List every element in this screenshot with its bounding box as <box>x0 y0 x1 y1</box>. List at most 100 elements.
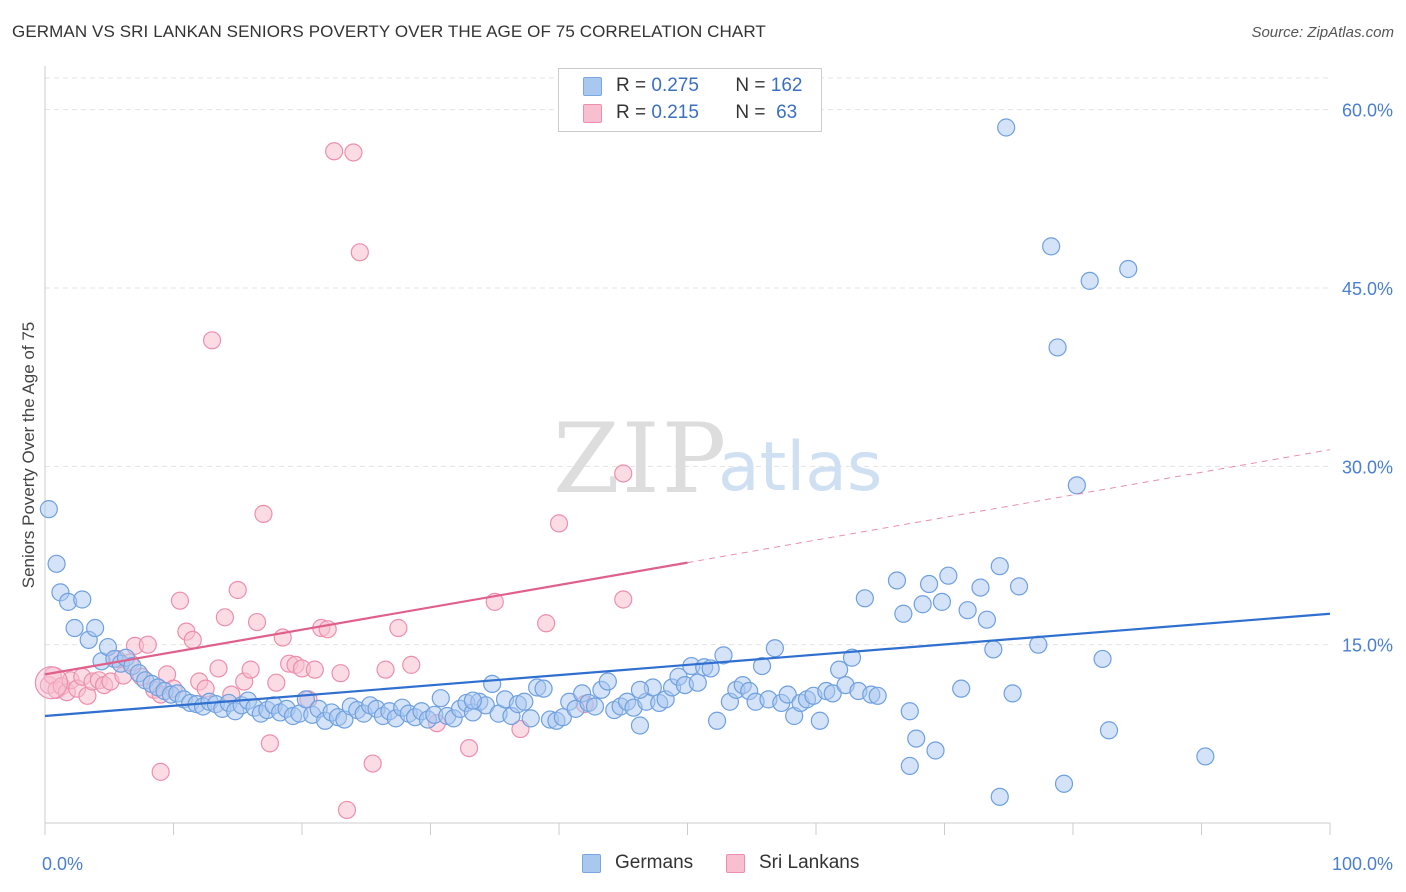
data-point-germans <box>952 679 971 698</box>
watermark: ZIP atlas <box>553 403 882 515</box>
y-tick-label: 45.0% <box>1342 279 1393 299</box>
y-tick-label: 15.0% <box>1342 636 1393 656</box>
data-point-germans <box>990 557 1009 576</box>
legend-r-label: R = <box>616 102 647 123</box>
data-point-germans <box>868 686 887 705</box>
data-point-germans <box>630 680 650 699</box>
data-point-sri-lankans <box>183 630 202 650</box>
data-point-sri-lankans <box>151 762 170 781</box>
data-point-germans <box>926 741 945 760</box>
legend-n-value: 162 <box>770 75 803 96</box>
data-point-sri-lankans <box>389 618 408 638</box>
data-point-germans <box>47 554 66 573</box>
data-point-germans <box>958 601 977 620</box>
data-point-germans <box>1099 721 1119 740</box>
legend-swatch-sri-lankans <box>726 853 745 873</box>
data-point-sri-lankans <box>267 673 286 692</box>
data-point-sri-lankans <box>537 614 556 633</box>
data-point-germans <box>463 691 483 710</box>
data-point-germans <box>823 684 842 703</box>
data-point-sri-lankans <box>325 142 344 161</box>
data-point-germans <box>778 685 797 704</box>
data-point-germans <box>900 756 919 776</box>
data-point-germans <box>1093 649 1112 669</box>
chart-title: GERMAN VS SRI LANKAN SENIORS POVERTY OVE… <box>12 22 766 41</box>
data-point-germans <box>585 697 605 716</box>
data-point-germans <box>515 692 534 711</box>
data-point-sri-lankans <box>260 734 279 753</box>
data-point-sri-lankans <box>241 660 260 679</box>
data-point-germans <box>830 660 849 679</box>
data-point-germans <box>521 709 540 728</box>
correlation-legend: R = 0.275 N = 162 R = 0.215 N = 63 <box>558 68 822 132</box>
data-point-sri-lankans <box>34 666 69 700</box>
x-tick-label: 0.0% <box>42 854 83 874</box>
data-point-germans <box>894 604 913 623</box>
legend-item-sri-lankans[interactable]: Sri Lankans <box>726 852 859 874</box>
data-point-germans <box>73 590 92 609</box>
data-point-germans <box>1119 259 1138 279</box>
legend-r-label: R = <box>616 75 647 96</box>
data-point-germans <box>688 673 707 692</box>
legend-label-germans: Germans <box>615 852 694 873</box>
data-point-germans <box>765 639 784 658</box>
legend-row-germans: R = 0.275 N = 162 <box>583 74 802 98</box>
data-point-sri-lankans <box>614 590 633 609</box>
watermark-atlas: atlas <box>718 428 882 507</box>
data-point-germans <box>1196 747 1215 766</box>
trend-line-sri-lankans <box>44 561 688 676</box>
data-point-germans <box>900 702 919 721</box>
data-point-germans <box>1042 237 1061 256</box>
data-point-germans <box>1009 577 1029 596</box>
data-point-germans <box>907 729 926 748</box>
data-point-germans <box>483 674 502 694</box>
legend-swatch-germans <box>582 853 601 873</box>
data-point-sri-lankans <box>228 580 247 600</box>
data-point-germans <box>810 711 829 730</box>
legend-item-germans[interactable]: Germans <box>582 852 693 874</box>
legend-row-sri-lankans: R = 0.215 N = 63 <box>583 101 797 125</box>
data-point-sri-lankans <box>344 143 363 162</box>
data-point-germans <box>887 571 907 590</box>
data-point-germans <box>855 589 874 608</box>
data-point-germans <box>598 672 617 691</box>
data-point-germans <box>1029 635 1048 654</box>
data-point-sri-lankans <box>331 664 350 683</box>
data-point-sri-lankans <box>337 800 357 820</box>
y-tick-label: 30.0% <box>1342 457 1393 477</box>
trend-lines <box>44 449 1331 718</box>
data-point-germans <box>1003 684 1022 703</box>
data-point-sri-lankans <box>549 514 569 533</box>
data-point-sri-lankans <box>138 635 157 654</box>
data-point-sri-lankans <box>215 608 234 627</box>
legend-n-label: N = <box>735 75 766 96</box>
legend-r-value: 0.215 <box>651 102 699 123</box>
data-point-sri-lankans <box>247 612 267 632</box>
data-point-germans <box>1067 476 1086 495</box>
data-point-germans <box>984 640 1003 659</box>
grid-lines <box>45 77 1330 646</box>
data-point-germans <box>707 711 727 730</box>
data-point-germans <box>1054 774 1074 793</box>
tick-labels: 15.0% 30.0% 45.0% 60.0% 0.0% 100.0% <box>42 101 1393 874</box>
legend-n-label: N = <box>735 102 766 123</box>
data-point-sri-lankans <box>363 754 382 773</box>
data-point-germans <box>971 578 990 597</box>
data-point-germans <box>932 592 952 611</box>
data-point-germans <box>913 595 932 614</box>
series-legend: Germans Sri Lankans <box>0 852 1406 878</box>
data-point-sri-lankans <box>170 591 190 610</box>
legend-swatch-sri-lankans <box>583 103 602 123</box>
data-point-germans <box>990 787 1009 806</box>
data-point-sri-lankans <box>254 504 273 523</box>
series-germans <box>39 118 1215 806</box>
data-point-germans <box>1048 338 1067 357</box>
data-point-germans <box>1080 271 1099 290</box>
trend-line-germans <box>44 612 1331 718</box>
trend-line-sri-lankans-extension <box>687 449 1331 564</box>
y-tick-label: 60.0% <box>1342 101 1393 121</box>
data-point-sri-lankans <box>305 660 324 679</box>
data-point-sri-lankans <box>459 738 479 758</box>
legend-label-sri-lankans: Sri Lankans <box>759 852 860 873</box>
